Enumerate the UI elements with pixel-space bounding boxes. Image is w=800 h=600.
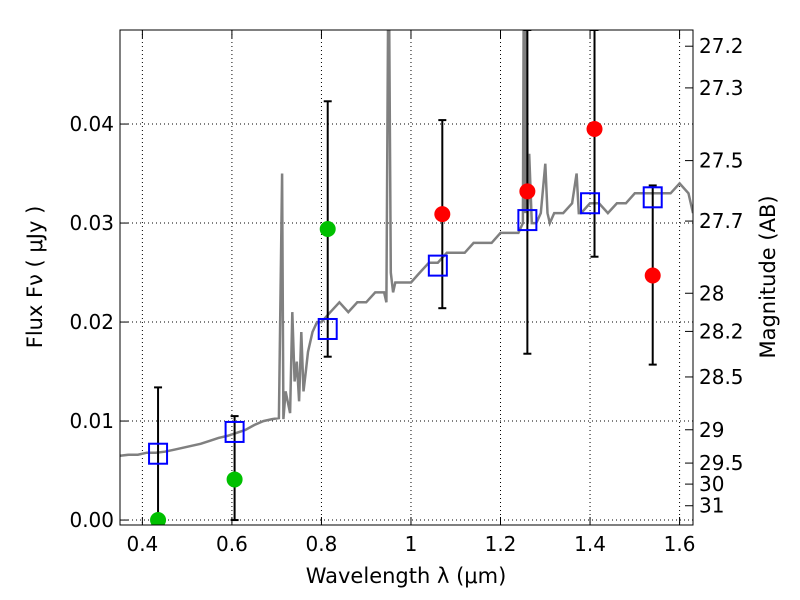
plot-area	[120, 30, 693, 525]
observed-flux-marker	[434, 206, 451, 223]
model-photometry-marker	[148, 442, 169, 465]
magnitude-tick-label: 29	[699, 418, 724, 442]
x-tick-label: 0.8	[306, 532, 338, 556]
magnitude-tick-label: 28.5	[699, 365, 744, 389]
x-tick-label: 1.4	[574, 532, 606, 556]
model-photometry-marker	[427, 254, 448, 277]
y-tick-label: 0.02	[69, 310, 114, 334]
y-tick-label: 0.04	[69, 112, 114, 136]
model-spectrum-line	[120, 30, 693, 457]
model-photometry-marker	[642, 186, 663, 209]
observed-flux-marker	[644, 267, 661, 284]
data-markers	[148, 121, 663, 525]
x-axis-label: Wavelength λ (μm)	[306, 564, 507, 588]
magnitude-tick-label: 28	[699, 281, 724, 305]
model-photometry-marker	[224, 420, 245, 443]
y-axis-ticks: 0.00 0.01 0.02 0.03 0.04	[69, 112, 128, 532]
magnitude-axis-label: Magnitude (AB)	[756, 195, 780, 358]
observed-flux-marker	[519, 183, 536, 200]
x-axis-ticks: 0.4 0.6 0.8 1 1.2 1.4 1.6	[126, 30, 695, 556]
y-axis-label: Flux Fν ( μJy )	[23, 206, 47, 349]
x-tick-label: 0.6	[216, 532, 248, 556]
y-tick-label: 0.03	[69, 211, 114, 235]
observed-flux-marker	[226, 471, 243, 488]
x-tick-label: 1.2	[485, 532, 517, 556]
magnitude-tick-label: 27.5	[699, 149, 744, 173]
magnitude-tick-label: 29.5	[699, 451, 744, 475]
model-photometry-marker	[580, 192, 601, 215]
observed-flux-marker	[150, 512, 167, 525]
y-tick-label: 0.00	[69, 508, 114, 532]
x-tick-label: 1	[405, 532, 418, 556]
x-tick-label: 1.6	[664, 532, 696, 556]
observed-flux-marker	[319, 220, 336, 237]
model-photometry-marker	[317, 317, 338, 340]
magnitude-tick-label: 27.2	[699, 34, 744, 58]
magnitude-tick-label: 30	[699, 472, 724, 496]
x-tick-label: 0.4	[126, 532, 158, 556]
magnitude-tick-label: 28.2	[699, 319, 744, 343]
y-tick-label: 0.01	[69, 409, 114, 433]
error-bars	[154, 30, 657, 522]
plot-frame	[119, 29, 694, 526]
magnitude-tick-label: 27.7	[699, 209, 744, 233]
magnitude-tick-label: 31	[699, 494, 724, 518]
model-photometry-marker	[517, 209, 538, 232]
grid-lines	[120, 30, 693, 525]
magnitude-tick-label: 27.3	[699, 76, 744, 100]
observed-flux-marker	[586, 121, 603, 137]
